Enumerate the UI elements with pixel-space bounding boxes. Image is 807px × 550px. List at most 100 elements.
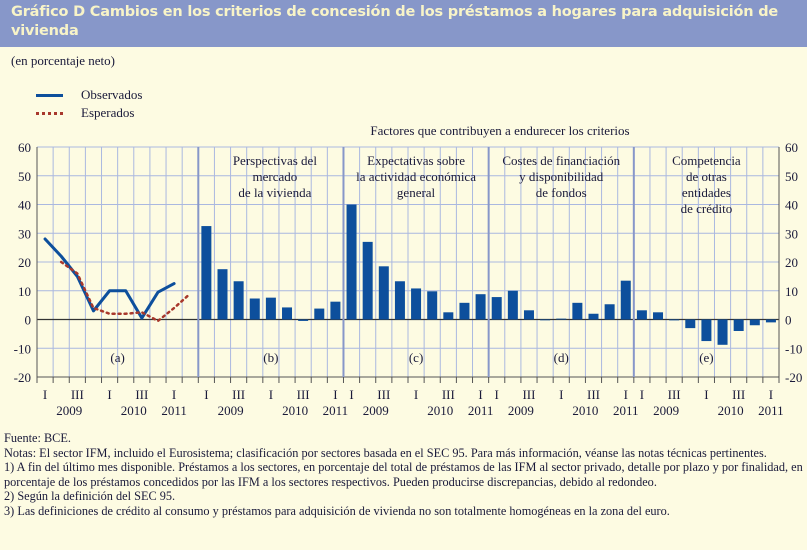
y-tick-label-right: 60: [785, 140, 798, 155]
observed-line: [43, 237, 176, 320]
x-tick-label: I: [495, 387, 499, 402]
bar: [491, 297, 502, 320]
bar: [701, 319, 712, 342]
y-tick-label-left: 40: [18, 198, 31, 213]
x-year-label: 2009: [218, 403, 244, 418]
y-tick-label-left: -20: [14, 370, 31, 385]
panel-title-line: entidades: [682, 185, 731, 200]
y-tick-label-right: 0: [785, 313, 792, 328]
source-note: Fuente: BCE.: [4, 431, 71, 445]
legend-item-observed: Observados: [36, 86, 142, 104]
bar: [653, 312, 664, 320]
x-year-label: 2011: [323, 403, 349, 418]
bar: [217, 269, 228, 320]
x-year-label: 2009: [56, 403, 82, 418]
bar: [265, 297, 276, 320]
notes: Fuente: BCE. Notas: El sector IFM, inclu…: [4, 431, 804, 519]
bar: [475, 294, 486, 320]
x-year-label: 2010: [718, 403, 744, 418]
bar: [717, 319, 728, 345]
x-year-label: 2009: [508, 403, 534, 418]
bar: [749, 319, 760, 326]
expected-line: [59, 260, 192, 323]
panel-title-line: general: [397, 185, 436, 200]
x-tick-label: I: [269, 387, 273, 402]
y-tick-label-left: 10: [18, 284, 31, 299]
y-tick-label-right: 10: [785, 284, 798, 299]
legend-label-observed: Observados: [81, 87, 143, 102]
y-tick-label-left: 60: [18, 140, 31, 155]
x-year-label: 2011: [758, 403, 784, 418]
y-tick-label-right: 50: [785, 169, 798, 184]
x-tick-label: III: [522, 387, 535, 402]
bar: [233, 281, 244, 320]
general-note: Notas: El sector IFM, incluido el Eurosi…: [4, 445, 767, 460]
panel-label: (d): [554, 350, 569, 365]
bar: [685, 319, 696, 329]
x-year-label: 2010: [121, 403, 147, 418]
y-tick-label-left: 50: [18, 169, 31, 184]
x-tick-label: I: [414, 387, 418, 402]
x-year-label: 2009: [653, 403, 679, 418]
unit-label: (en porcentaje neto): [11, 53, 115, 68]
footnote-3: 3) Las definiciones de crédito al consum…: [4, 503, 670, 518]
y-tick-label-left: 20: [18, 255, 31, 270]
bar: [378, 266, 389, 320]
panel-label: (b): [263, 350, 278, 365]
panel-title-line: de otras: [686, 169, 727, 184]
x-tick-label: I: [204, 387, 208, 402]
chart-svg: -20 -20 -10 -10 0 0 10 10 20 20 30 30 40 40 50 50 60 60 Fa…: [14, 123, 803, 418]
x-tick-label: I: [640, 387, 644, 402]
x-tick-label: III: [587, 387, 600, 402]
panel-title-line: mercado: [253, 169, 298, 184]
y-tick-label-right: -10: [785, 341, 802, 356]
bar: [540, 319, 551, 321]
panel-title-line: y disponibilidad: [519, 169, 604, 184]
x-tick-label: III: [668, 387, 681, 402]
y-tick-label-right: -20: [785, 370, 802, 385]
x-year-label: 2011: [468, 403, 494, 418]
panel-title-line: Competencia: [672, 153, 741, 168]
legend-item-expected: Esperados: [36, 104, 142, 122]
panel-label: (e): [699, 350, 713, 365]
bar: [411, 288, 422, 320]
bar: [330, 301, 341, 320]
y-tick-label-right: 20: [785, 255, 798, 270]
bar: [556, 318, 567, 320]
x-tick-label: III: [297, 387, 310, 402]
bar: [572, 302, 583, 320]
bar: [507, 290, 518, 320]
x-tick-label: I: [172, 387, 176, 402]
y-tick-label-right: 30: [785, 226, 798, 241]
bar: [394, 281, 405, 320]
legend: Observados Esperados: [36, 86, 142, 122]
bar: [298, 319, 309, 321]
x-tick-label: I: [349, 387, 353, 402]
x-year-label: 2009: [363, 403, 389, 418]
x-year-label: 2010: [282, 403, 308, 418]
chart-header: Gráfico D Cambios en los criterios de co…: [0, 0, 807, 47]
x-year-label: 2010: [572, 403, 598, 418]
panel-title-line: de fondos: [536, 185, 587, 200]
panel-title-line: de la vivienda: [238, 185, 311, 200]
y-tick-label-left: 30: [18, 226, 31, 241]
bar: [282, 307, 293, 320]
panel-title-line: de crédito: [681, 201, 733, 216]
bar: [346, 204, 357, 320]
x-tick-label: I: [624, 387, 628, 402]
x-tick-label: III: [71, 387, 84, 402]
bar: [588, 313, 599, 320]
panel-title-line: Costes de financiación: [502, 153, 620, 168]
legend-label-expected: Esperados: [81, 105, 135, 120]
observed-swatch: [36, 93, 63, 97]
footnote-2: 2) Según la definición del SEC 95.: [4, 489, 176, 504]
bar: [733, 319, 744, 331]
x-tick-label: III: [442, 387, 455, 402]
x-tick-label: III: [377, 387, 390, 402]
bar: [636, 310, 647, 320]
panel-label: (a): [110, 350, 124, 365]
bar: [620, 280, 631, 320]
expected-swatch: [36, 111, 63, 115]
bar: [443, 312, 454, 320]
bar: [201, 226, 212, 320]
